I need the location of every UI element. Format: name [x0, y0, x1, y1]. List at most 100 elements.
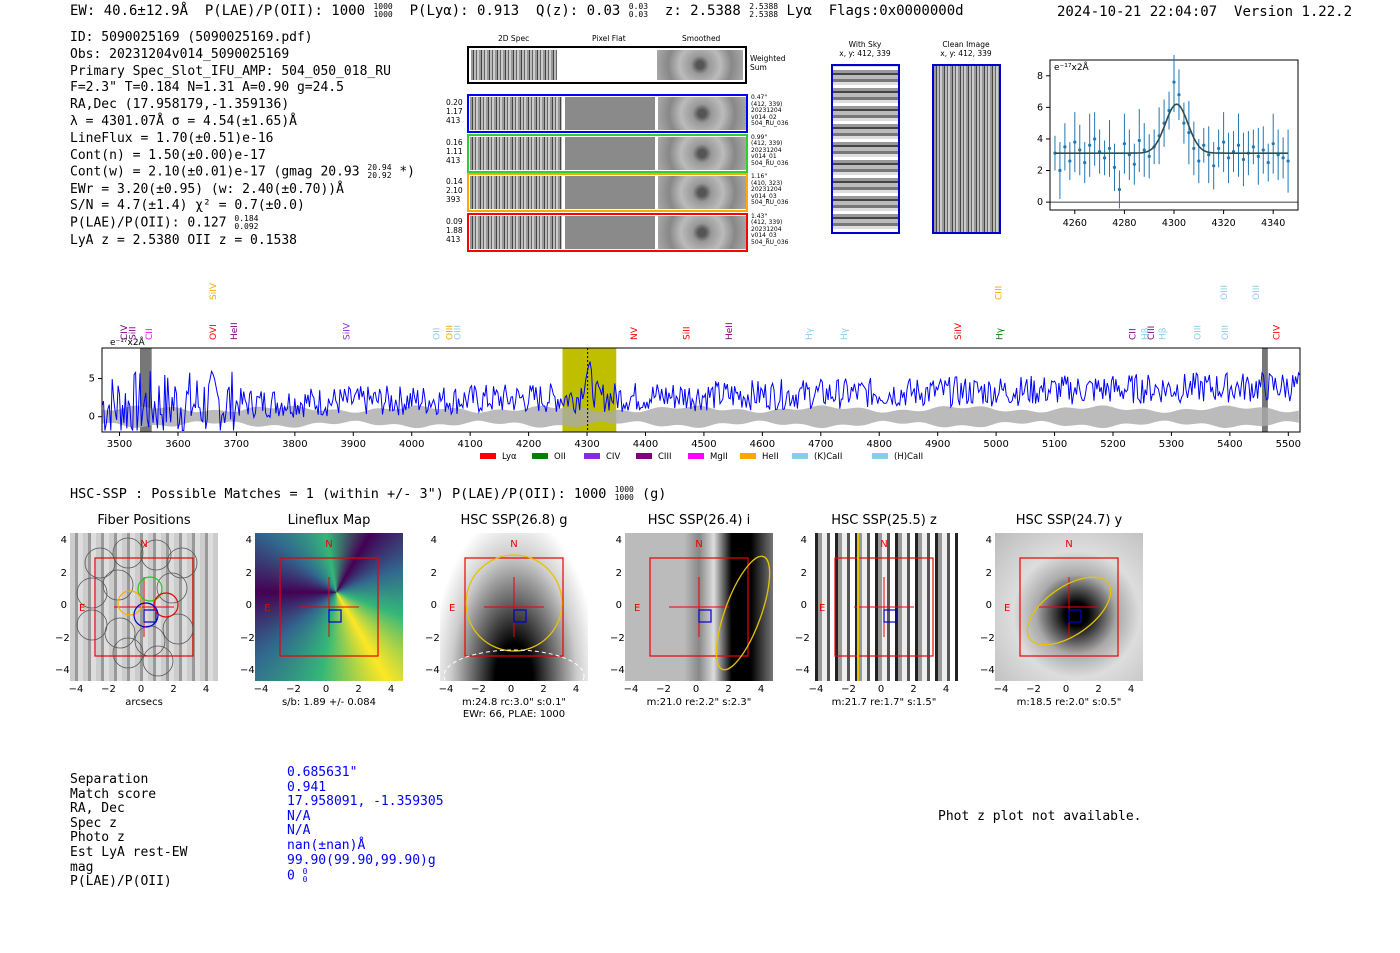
fiber-circle: [112, 537, 144, 569]
spectrum-line-label: CII: [145, 328, 155, 340]
hsc-summary: HSC-SSP : Possible Matches = 1 (within +…: [70, 485, 667, 503]
match-label: Spec z: [70, 815, 117, 831]
svg-text:HeII: HeII: [725, 322, 735, 340]
zoom-point: [1182, 121, 1186, 125]
svg-text:OIII: OIII: [1194, 325, 1204, 340]
svg-text:SiII: SiII: [128, 326, 138, 340]
spectrum-line: [101, 361, 1301, 431]
legend-label: MgII: [710, 452, 728, 462]
header-plae-range: 1000 1000: [373, 2, 393, 19]
zoom-point: [1192, 146, 1196, 151]
info-fparams: F=2.3" T=0.184 N=1.31 A=0.90 g=24.5: [70, 80, 344, 96]
spectrum-xtick-label: 4800: [867, 439, 892, 450]
svg-text:OIII: OIII: [1221, 325, 1231, 340]
spectrum-line-label: Hγ: [805, 327, 815, 340]
zoom-point: [1058, 168, 1062, 173]
info-obs: Obs: 20231204v014_5090025169: [70, 46, 290, 62]
legend-swatch: [740, 453, 756, 459]
hsc-target-box: [328, 609, 342, 623]
hsc-ytick-label: −4: [795, 665, 810, 676]
clean-image: [932, 64, 1001, 234]
hsc-xtick-label: 0: [1062, 684, 1070, 695]
hsc-overlay: NE: [634, 539, 771, 671]
hsc-ytick-label: 2: [60, 567, 67, 579]
hsc-caption: m:21.0 re:2.2" s:2.3": [646, 697, 752, 708]
hsc-xtick-label: −2: [1026, 684, 1041, 695]
detection-info: ID: 5090025169 (5090025169.pdf) Obs: 202…: [70, 30, 415, 249]
zoom-point: [1271, 142, 1275, 146]
hsc-xtick-label: 0: [137, 684, 145, 695]
legend-swatch: [636, 453, 652, 459]
header-z: z: 2.5388: [664, 3, 741, 19]
zoom-point: [1202, 143, 1206, 147]
hsc-aperture-box: [834, 557, 934, 657]
legend-swatch: [872, 453, 888, 459]
svg-text:Hγ: Hγ: [805, 327, 815, 340]
fiber-circle: [140, 539, 172, 571]
fiber-circle: [104, 617, 136, 649]
hsc-xtick-label: 4: [942, 684, 950, 695]
east-label: E: [264, 603, 270, 614]
spectrum-line-label: Hγ: [840, 327, 850, 340]
spectrum-xtick-label: 4300: [574, 439, 599, 450]
spectrum-xtick-label: 3700: [224, 439, 249, 450]
spectrum-xtick-label: 5500: [1276, 439, 1301, 450]
north-label: N: [880, 539, 887, 550]
header-version: Version 1.22.2: [1234, 4, 1353, 20]
spectrum-line-label: OVI: [209, 324, 219, 340]
spectrum-xtick-label: 4700: [808, 439, 833, 450]
header-line: Lyα: [786, 3, 812, 19]
spectrum-xtick-label: 5200: [1100, 439, 1125, 450]
legend-swatch: [688, 453, 704, 459]
full-spectrum-chart: 3500 3600 3700 3800 3900 4000 4100 4200 4300 4400…: [89, 282, 1301, 462]
strip-right-values: 0.47" (412, 339) 20231204 v014_02 504_RU_036: [751, 94, 789, 127]
hsc-ytick-label: −2: [795, 632, 810, 644]
svg-text:Hβ: Hβ: [1141, 327, 1151, 340]
zoom-point: [1172, 80, 1176, 84]
svg-text:CIII: CIII: [1147, 326, 1157, 340]
hsc-overlay: NE: [264, 539, 379, 657]
hsc-caption: m:24.8 rc:3.0" s:0.1" EWr: 66, PLAE: 1000: [461, 697, 567, 720]
hsc-xtick-label: 2: [540, 684, 547, 695]
hsc-xtick-label: 0: [322, 684, 330, 695]
zoom-point: [1226, 156, 1231, 160]
north-label: N: [695, 539, 702, 550]
zoom-point: [1117, 187, 1122, 192]
spectrum-line-label: Hγ: [996, 327, 1006, 340]
zoom-ytick-label: 6: [1037, 102, 1043, 113]
zoom-point: [1098, 149, 1102, 154]
hsc-xtick-label: 4: [1127, 684, 1135, 695]
hsc-aperture-box: [1019, 557, 1119, 657]
match-label: Photo z: [70, 830, 125, 846]
spectrum-line-label: CII: [1128, 328, 1138, 340]
spectrum-line-label: CIII: [1147, 326, 1157, 340]
hsc-ytick-label: 4: [800, 535, 807, 546]
strip-left-values: 0.16 1.11 413: [446, 137, 463, 165]
svg-text:CIV: CIV: [1273, 324, 1283, 340]
hsc-aperture-box: [649, 557, 749, 657]
zoom-xtick-label: 4320: [1212, 218, 1236, 229]
spectrum-line-label: HeII: [725, 322, 735, 340]
weighted-sum-label: Weighted Sum: [750, 54, 786, 72]
spectrum-line-label: OII: [432, 328, 442, 340]
header-right: 2024-10-21 22:04:07 Version 1.22.2: [1057, 4, 1352, 20]
match-value: 99.90(99.90,99.90)g: [287, 852, 436, 868]
spectrum-xtick-label: 3800: [282, 439, 307, 450]
zoom-point: [1217, 146, 1221, 151]
fiber-strip: [467, 94, 748, 133]
zoom-point: [1083, 161, 1087, 165]
hsc-xtick-label: −4: [993, 684, 1009, 695]
svg-text:CII: CII: [1128, 328, 1138, 340]
hsc-target-box: [1068, 609, 1082, 623]
weighted-sum-strip: [467, 46, 747, 84]
zoom-point: [1231, 149, 1236, 154]
strip-left-values: 0.20 1.17 413: [446, 98, 463, 125]
spectrum-ytick-label: 5: [89, 374, 95, 385]
hsc-panel-title: HSC SSP(24.7) y: [1015, 513, 1123, 528]
hsc-panel-title: HSC SSP(26.8) g: [460, 513, 568, 528]
zoom-point: [1261, 148, 1265, 152]
spectrum-xtick-label: 4400: [633, 439, 658, 450]
strip-right-values: 1.43" (412, 339) 20231204 v014_03 504_RU_036: [751, 212, 789, 246]
header-ew: EW: 40.6±12.9Å: [70, 3, 189, 19]
